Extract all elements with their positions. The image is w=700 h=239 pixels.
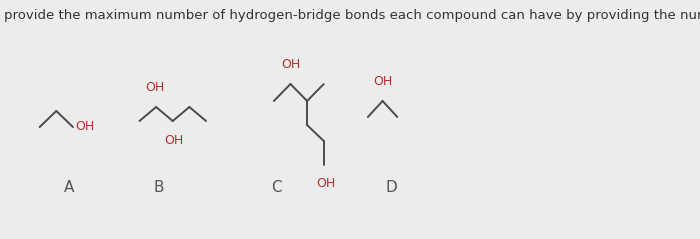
Text: OH: OH bbox=[281, 58, 301, 71]
Text: C: C bbox=[271, 179, 281, 195]
Text: A: A bbox=[64, 179, 74, 195]
Text: provide the maximum number of hydrogen-bridge bonds each compound can have by pr: provide the maximum number of hydrogen-b… bbox=[4, 9, 700, 22]
Text: D: D bbox=[386, 179, 398, 195]
Text: OH: OH bbox=[164, 134, 183, 147]
Text: OH: OH bbox=[373, 75, 392, 88]
Text: OH: OH bbox=[75, 120, 94, 134]
Text: OH: OH bbox=[145, 81, 164, 94]
Text: B: B bbox=[153, 179, 164, 195]
Text: OH: OH bbox=[316, 177, 335, 190]
